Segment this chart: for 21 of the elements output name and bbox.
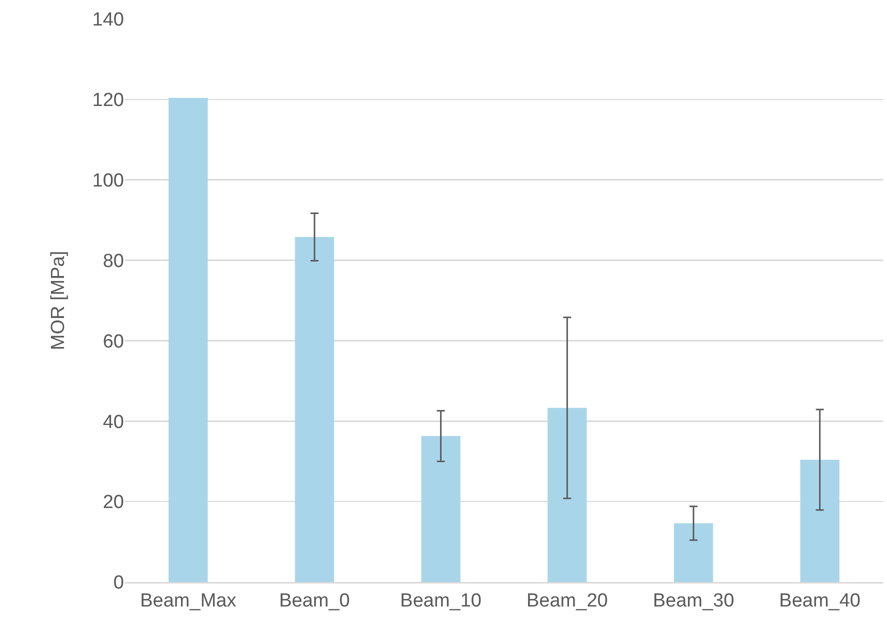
y-tick-label: 40 bbox=[102, 412, 124, 433]
y-tick-label: 100 bbox=[92, 170, 124, 192]
x-tick-label: Beam_40 bbox=[779, 590, 860, 612]
bar bbox=[294, 236, 334, 582]
y-tick-label: 120 bbox=[92, 90, 124, 112]
y-tick-label: 140 bbox=[92, 10, 124, 31]
y-tick-label: 60 bbox=[102, 331, 124, 352]
x-tick-label: Beam_Max bbox=[140, 590, 237, 612]
bar bbox=[421, 436, 460, 582]
bar bbox=[800, 460, 840, 582]
bar bbox=[168, 98, 208, 582]
y-tick-label: 80 bbox=[102, 250, 124, 272]
bar bbox=[674, 523, 714, 582]
x-tick-label: Beam_10 bbox=[400, 590, 482, 612]
y-axis-title: MOR [MPa] bbox=[48, 250, 70, 350]
x-tick-label: Beam_20 bbox=[526, 590, 608, 612]
y-tick-label: 20 bbox=[102, 492, 124, 514]
bar bbox=[548, 408, 587, 582]
y-tick-label: 0 bbox=[113, 572, 124, 594]
x-tick-label: Beam_0 bbox=[279, 590, 350, 612]
x-tick-label: Beam_30 bbox=[652, 590, 734, 612]
